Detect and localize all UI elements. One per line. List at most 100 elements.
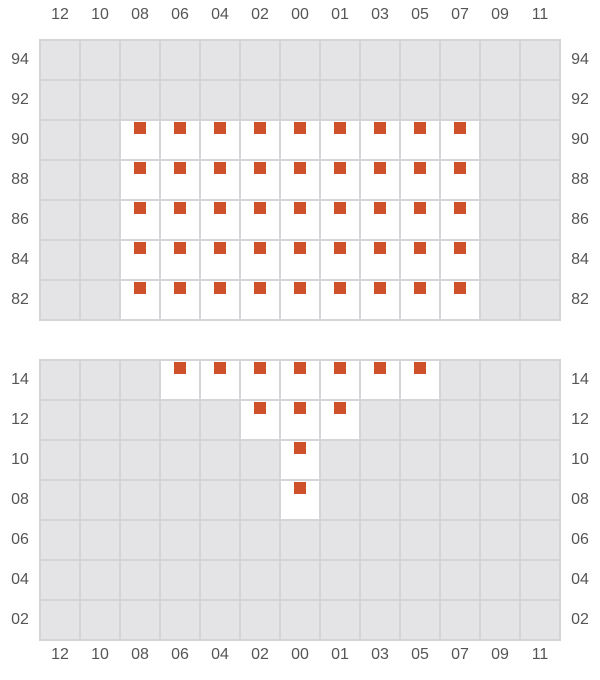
seat-available[interactable] (281, 201, 319, 239)
seat-available[interactable] (401, 361, 439, 399)
seat-available[interactable] (201, 121, 239, 159)
seat-available[interactable] (441, 121, 479, 159)
seat-available[interactable] (281, 441, 319, 479)
seat-available[interactable] (241, 281, 279, 319)
seat-unavailable (521, 401, 559, 439)
seat-available[interactable] (241, 361, 279, 399)
seat-available[interactable] (401, 281, 439, 319)
seat-marker (334, 242, 346, 254)
seat-marker (254, 242, 266, 254)
seat-available[interactable] (241, 201, 279, 239)
seat-available[interactable] (241, 241, 279, 279)
seat-available[interactable] (161, 361, 199, 399)
seat-marker (414, 282, 426, 294)
row-label-right: 12 (571, 411, 589, 428)
seat-available[interactable] (321, 161, 359, 199)
seat-available[interactable] (321, 361, 359, 399)
seat-marker (254, 282, 266, 294)
seat-unavailable (121, 401, 159, 439)
seat-available[interactable] (161, 201, 199, 239)
seat-available[interactable] (281, 361, 319, 399)
seat-available[interactable] (401, 241, 439, 279)
seat-unavailable (161, 81, 199, 119)
seat-unavailable (161, 441, 199, 479)
seat-unavailable (41, 121, 79, 159)
seat-unavailable (521, 121, 559, 159)
seat-available[interactable] (161, 241, 199, 279)
seat-available[interactable] (161, 121, 199, 159)
seat-available[interactable] (321, 121, 359, 159)
seat-unavailable (321, 441, 359, 479)
seat-marker (414, 362, 426, 374)
seat-available[interactable] (321, 241, 359, 279)
seat-unavailable (81, 361, 119, 399)
seat-available[interactable] (321, 201, 359, 239)
seat-available[interactable] (201, 161, 239, 199)
seat-unavailable (241, 41, 279, 79)
row-label-left: 04 (11, 571, 29, 588)
seat-marker (294, 242, 306, 254)
seat-available[interactable] (281, 121, 319, 159)
seat-unavailable (481, 481, 519, 519)
seat-unavailable (161, 41, 199, 79)
seat-unavailable (361, 601, 399, 639)
seat-available[interactable] (361, 121, 399, 159)
seat-available[interactable] (241, 121, 279, 159)
column-label-top: 07 (451, 6, 469, 23)
seat-available[interactable] (201, 281, 239, 319)
seat-unavailable (121, 481, 159, 519)
seat-available[interactable] (241, 401, 279, 439)
seat-unavailable (321, 481, 359, 519)
seat-unavailable (481, 561, 519, 599)
seat-available[interactable] (361, 361, 399, 399)
seat-marker (174, 242, 186, 254)
row-label-right: 94 (571, 51, 589, 68)
seat-available[interactable] (121, 241, 159, 279)
seat-available[interactable] (281, 161, 319, 199)
seat-available[interactable] (441, 281, 479, 319)
seat-unavailable (441, 401, 479, 439)
upper-section (39, 39, 561, 321)
seat-available[interactable] (281, 281, 319, 319)
seat-marker (334, 122, 346, 134)
row-label-left: 92 (11, 91, 29, 108)
seat-available[interactable] (281, 401, 319, 439)
seat-unavailable (321, 41, 359, 79)
seat-unavailable (361, 81, 399, 119)
seat-available[interactable] (441, 241, 479, 279)
seat-available[interactable] (361, 161, 399, 199)
column-label-top: 05 (411, 6, 429, 23)
seat-available[interactable] (401, 201, 439, 239)
seat-available[interactable] (121, 121, 159, 159)
seat-marker (134, 202, 146, 214)
seat-available[interactable] (441, 201, 479, 239)
seat-available[interactable] (161, 161, 199, 199)
lower-section (39, 359, 561, 641)
seat-available[interactable] (281, 241, 319, 279)
seat-marker (174, 362, 186, 374)
seat-marker (334, 162, 346, 174)
seat-available[interactable] (121, 201, 159, 239)
seat-available[interactable] (321, 401, 359, 439)
seat-available[interactable] (121, 281, 159, 319)
seat-unavailable (241, 441, 279, 479)
seat-available[interactable] (201, 241, 239, 279)
seat-available[interactable] (241, 161, 279, 199)
seat-unavailable (481, 41, 519, 79)
seat-available[interactable] (361, 281, 399, 319)
seat-unavailable (521, 481, 559, 519)
seat-available[interactable] (361, 201, 399, 239)
seat-available[interactable] (161, 281, 199, 319)
seat-available[interactable] (281, 481, 319, 519)
seat-available[interactable] (441, 161, 479, 199)
seat-available[interactable] (361, 241, 399, 279)
seat-available[interactable] (401, 161, 439, 199)
seat-available[interactable] (321, 281, 359, 319)
seat-available[interactable] (201, 201, 239, 239)
seat-available[interactable] (401, 121, 439, 159)
seat-available[interactable] (201, 361, 239, 399)
seat-unavailable (321, 521, 359, 559)
column-label-bottom: 07 (451, 646, 469, 663)
seat-available[interactable] (121, 161, 159, 199)
row-label-left: 02 (11, 611, 29, 628)
